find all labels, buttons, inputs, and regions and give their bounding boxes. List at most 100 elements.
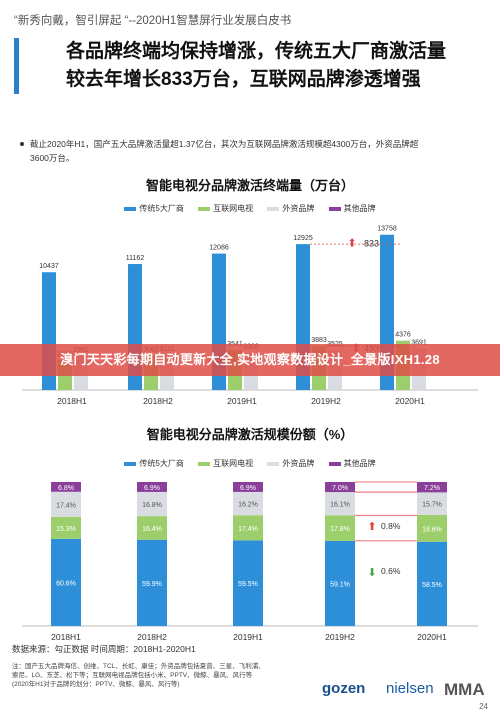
segment-label: 16.8%: [142, 502, 162, 509]
segment-label: 17.8%: [330, 526, 350, 533]
overlay-banner: 溴门天天彩每期自动更新大全,实地观察数据设计_全景版IXH1.28: [0, 344, 500, 376]
stacked-segment: [137, 516, 167, 540]
nielsen-logo: nielsen: [386, 680, 434, 697]
stacked-segment: [325, 515, 355, 541]
legend-swatch: [198, 206, 211, 211]
segment-label: 18.6%: [422, 526, 442, 533]
legend-label: 传统5大厂商: [139, 459, 184, 468]
segment-label: 15.7%: [422, 502, 442, 509]
legend-label: 外资品牌: [282, 204, 315, 213]
legend-swatch: [124, 461, 137, 466]
legend-label: 外资品牌: [282, 459, 315, 468]
legend-swatch: [124, 206, 137, 211]
bullet-line-2: 3600万台。: [30, 153, 75, 163]
segment-label: 59.9%: [142, 581, 162, 588]
stacked-segment: [325, 540, 355, 626]
stacked-segment: [417, 482, 447, 493]
stacked-segment: [325, 492, 355, 516]
data-label: 3691: [411, 339, 427, 346]
gozen-logo: gozen: [322, 680, 366, 697]
stacked-segment: [137, 482, 167, 492]
segment-label: 60.6%: [56, 580, 76, 587]
segment-label: 15.3%: [56, 526, 76, 533]
stacked-segment: [233, 491, 263, 516]
segment-label: 6.9%: [144, 485, 160, 492]
stacked-segment: [233, 540, 263, 626]
page-number: 24: [479, 702, 488, 711]
stacked-segment: [233, 515, 263, 541]
x-tick-label: 2019H2: [325, 632, 355, 640]
stacked-segment: [51, 491, 81, 517]
legend-swatch: [198, 461, 211, 466]
legend-item: 传统5大厂商: [124, 204, 184, 213]
legend-item: 互联网电视: [198, 204, 253, 213]
segment-label: 16.4%: [142, 526, 162, 533]
stacked-segment: [137, 491, 167, 517]
legend-label: 其他品牌: [343, 204, 376, 213]
x-tick-label: 2018H1: [51, 632, 81, 640]
stacked-segment: [417, 514, 447, 542]
stacked-segment: [51, 482, 81, 492]
bullet-dot: [20, 142, 24, 146]
legend-item: 其他品牌: [328, 459, 376, 468]
legend-item: 传统5大厂商: [124, 459, 184, 468]
data-label: 13758: [377, 226, 397, 233]
segment-label: 17.4%: [56, 502, 76, 509]
stacked-segment: [51, 538, 81, 626]
footnote: 注：国产五大品牌海信、创维、TCL、长虹、康佳；外资品牌包括夏普、三星、飞利浦、…: [12, 662, 312, 689]
footnote-line-3: (2020年H1对于品牌的划分：PPTV、微鲸、暴风、风行等): [12, 681, 180, 688]
stacked-segment: [325, 482, 355, 493]
legend-label: 互联网电视: [213, 204, 254, 213]
x-tick-label: 2019H1: [233, 632, 263, 640]
chart1-svg: 10437262929912018H111162306231212018H212…: [22, 226, 478, 406]
down-arrow-icon: ⬇: [367, 567, 376, 579]
stacked-segment: [417, 492, 447, 515]
segment-label: 17.4%: [238, 526, 258, 533]
increase-annotation: 833: [364, 239, 379, 249]
header-text: “新秀向戴，智引屏起 “--2020H1智慧屏行业发展白皮书: [14, 15, 292, 27]
stacked-segment: [137, 539, 167, 626]
x-tick-label: 2018H2: [143, 396, 173, 406]
chart1-legend: 传统5大厂商 互联网电视 外资品牌 其他品牌: [0, 203, 500, 214]
title-line-1: 各品牌终端均保持增涨，传统五大厂商激活量: [66, 41, 447, 62]
x-tick-label: 2018H2: [137, 632, 167, 640]
page-title: 各品牌终端均保持增涨，传统五大厂商激活量 较去年增长833万台，互联网品牌渗透增…: [66, 38, 486, 94]
up-arrow-icon: ⬆: [367, 521, 376, 533]
segment-label: 16.1%: [330, 502, 350, 509]
x-tick-label: 2018H1: [57, 396, 87, 406]
segment-label: 59.1%: [330, 581, 350, 588]
up-arrow-icon: ⬆: [347, 238, 356, 250]
chart2-svg: 60.6% 15.3% 17.4% 6.8% 2018H1 59.9% 16.4% 16.8%…: [22, 481, 478, 640]
legend-label: 传统5大厂商: [139, 204, 184, 213]
x-tick-label: 2019H1: [227, 396, 257, 406]
segment-label: 16.2%: [238, 502, 258, 509]
legend-item: 其他品牌: [328, 204, 376, 213]
bullet-line-1: 截止2020年H1，国产五大品牌激活量超1.37亿台，其次为互联网品牌激活规模超…: [30, 139, 419, 149]
chart2-legend: 传统5大厂商 互联网电视 外资品牌 其他品牌: [0, 458, 500, 469]
legend-label: 互联网电视: [213, 459, 254, 468]
summary-bullet: 截止2020年H1，国产五大品牌激活量超1.37亿台，其次为互联网品牌激活规模超…: [20, 137, 470, 165]
stacked-segment: [51, 516, 81, 539]
legend-swatch: [328, 206, 341, 211]
legend-swatch: [267, 461, 280, 466]
share-change-annotation: 0.8%: [381, 521, 401, 531]
data-label: 12925: [293, 235, 313, 242]
segment-label: 59.5%: [238, 581, 258, 588]
chart1-title: 智能电视分品牌激活终端量（万台）: [145, 178, 354, 193]
segment-label: 6.8%: [58, 485, 74, 492]
share-change-annotation: 0.6%: [381, 566, 401, 576]
data-label: 12086: [209, 245, 229, 252]
title-accent-bar: [14, 38, 19, 94]
segment-label: 58.5%: [422, 582, 442, 589]
chart2-title: 智能电视分品牌激活规模份额（%）: [146, 427, 354, 442]
stacked-segment: [233, 482, 263, 492]
legend-item: 外资品牌: [267, 459, 314, 468]
mma-logo: MMA: [444, 680, 485, 699]
stacked-segment: [417, 541, 447, 626]
footnote-line-2: 索尼、LG、东芝、松下等；互联网电视品牌包括小米、PPTV、微鲸、暴风、风行等: [12, 672, 253, 679]
segment-label: 6.9%: [240, 485, 256, 492]
x-tick-label: 2020H1: [395, 396, 425, 406]
legend-label: 其他品牌: [343, 459, 376, 468]
legend-swatch: [267, 206, 280, 211]
x-tick-label: 2020H1: [417, 632, 447, 640]
